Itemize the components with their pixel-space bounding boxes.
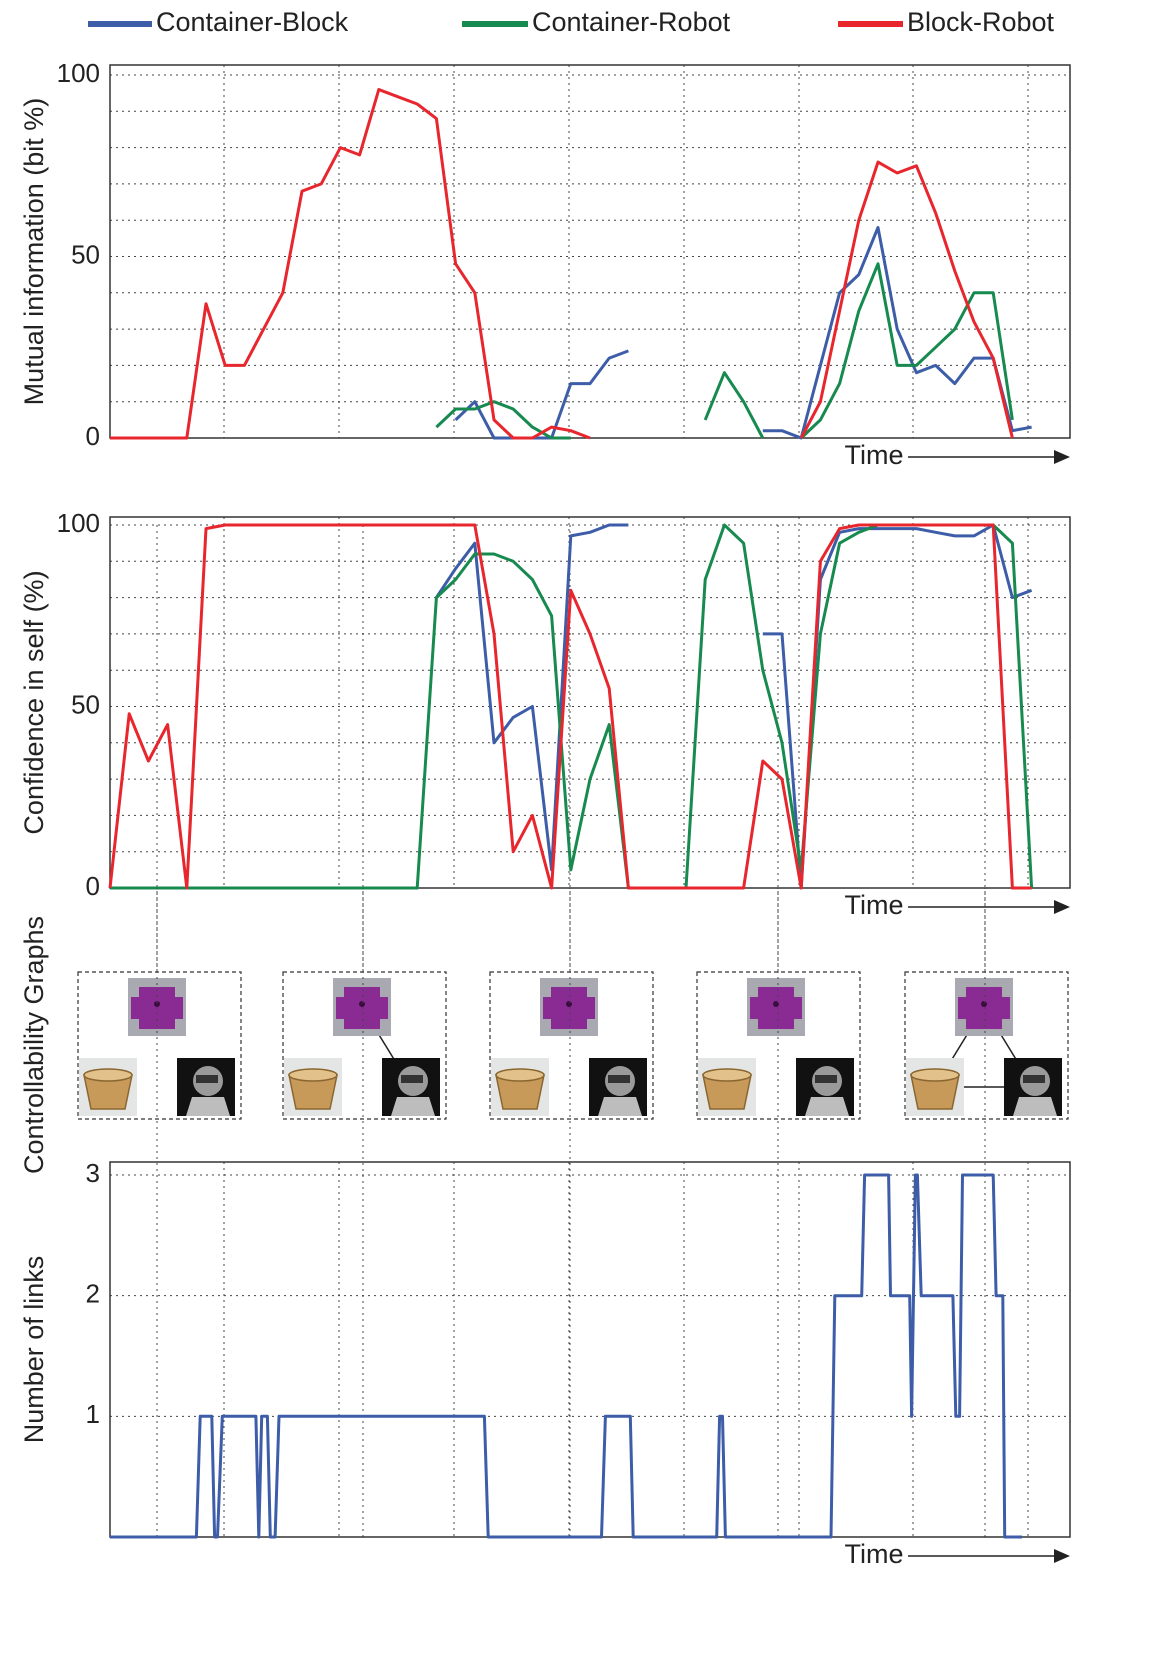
y-tick-label: 100 <box>57 508 100 538</box>
y-axis-label: Mutual information (bit %) <box>19 98 49 406</box>
block-shape <box>958 987 1010 1029</box>
y-tick-label: 1 <box>86 1399 100 1429</box>
block-hole <box>981 1001 987 1007</box>
y-axis-label: Confidence in self (%) <box>19 570 49 834</box>
legend-label: Container-Block <box>156 7 349 37</box>
y-tick-label: 2 <box>86 1279 100 1309</box>
legend: Container-Block Container-Robot Block-Robo… <box>88 7 1055 37</box>
robot-visor <box>196 1075 218 1083</box>
legend-label: Block-Robot <box>907 7 1055 37</box>
controllability-graphs <box>77 971 1069 1120</box>
series-line <box>110 88 1014 440</box>
robot-body <box>186 1097 230 1116</box>
block-hole <box>566 1001 572 1007</box>
graph-frame <box>282 971 447 1120</box>
x-axis-label: Time <box>845 890 904 920</box>
series-line <box>435 262 1014 440</box>
x-axis-label: Time <box>845 1539 904 1569</box>
robot-body <box>1013 1097 1057 1116</box>
block-hole <box>359 1001 365 1007</box>
block-shape <box>750 987 802 1029</box>
basket-rim <box>288 1068 338 1082</box>
basket-rim <box>495 1068 545 1082</box>
block-shape <box>336 987 388 1029</box>
plot-frame <box>109 516 1071 889</box>
y-tick-label: 100 <box>57 58 100 88</box>
y-tick-label: 50 <box>71 239 100 269</box>
basket-rim <box>83 1068 133 1082</box>
series-line <box>110 1173 1022 1539</box>
series-line <box>454 226 1032 440</box>
robot-visor <box>608 1075 630 1083</box>
robot-body <box>391 1097 435 1116</box>
robot-visor <box>1023 1075 1045 1083</box>
graph-frame <box>489 971 654 1120</box>
y-tick-label: 0 <box>86 421 100 451</box>
legend-label: Container-Robot <box>532 7 731 37</box>
block-hole <box>154 1001 160 1007</box>
time-arrow-head <box>1054 900 1070 914</box>
time-arrow-head <box>1054 1549 1070 1563</box>
y-axis-label: Number of links <box>19 1256 49 1444</box>
y-tick-label: 0 <box>86 871 100 901</box>
robot-body <box>805 1097 849 1116</box>
basket-rim <box>910 1068 960 1082</box>
graph-frame <box>904 971 1069 1120</box>
time-arrow-head <box>1054 450 1070 464</box>
graph-frame <box>77 971 242 1120</box>
robot-body <box>598 1097 642 1116</box>
block-shape <box>543 987 595 1029</box>
robot-visor <box>815 1075 837 1083</box>
x-axis-label: Time <box>845 440 904 470</box>
y-tick-label: 3 <box>86 1158 100 1188</box>
graphs-label: Controllability Graphs <box>19 916 49 1174</box>
plot-frame <box>109 1161 1071 1538</box>
robot-visor <box>401 1075 423 1083</box>
series-line <box>108 523 1032 890</box>
graph-frame <box>696 971 861 1120</box>
basket-rim <box>702 1068 752 1082</box>
y-tick-label: 50 <box>71 689 100 719</box>
